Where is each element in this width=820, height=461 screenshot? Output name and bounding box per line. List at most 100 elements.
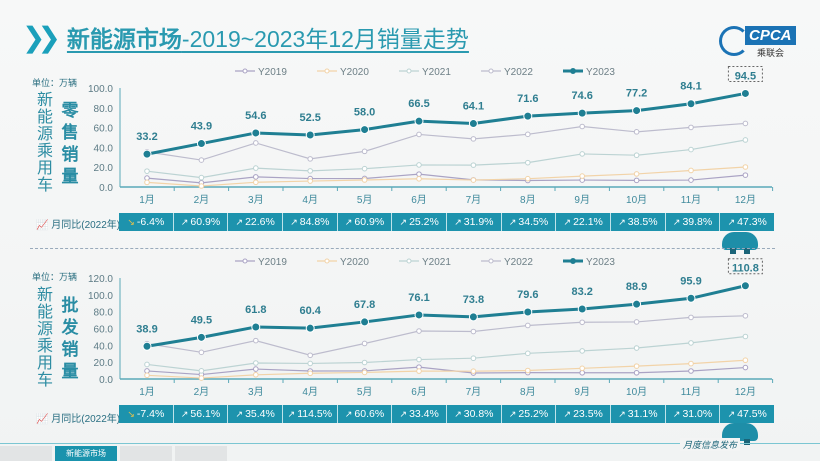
legend-label: Y2021 [422,257,451,268]
x-tick-label: 4月 [302,386,318,398]
data-label: 49.5 [191,314,212,326]
data-label: 77.2 [626,88,647,100]
title-rest: -2019~2023年12月销量走势 [181,26,469,52]
data-point-Y2023 [142,341,152,351]
data-point-Y2020 [525,367,531,374]
tab-1[interactable] [0,446,52,461]
data-label: 54.6 [245,110,266,122]
data-label: 73.8 [463,294,484,306]
legend-label: Y2020 [340,67,369,78]
tab-3[interactable] [120,446,172,461]
data-label: 66.5 [408,98,429,110]
legend-label: Y2021 [422,67,451,78]
data-point-Y2020 [470,177,477,183]
data-point-Y2021 [688,340,694,346]
trend-up-icon: ↗ [618,408,626,419]
data-point-Y2022 [198,349,205,356]
x-tick-label: 8月 [520,386,536,398]
side-label-1: 新能源乘用车 [36,92,53,194]
cpca-logo: CPCA 乘联会 [715,26,805,58]
footer-line [0,443,820,444]
data-point-Y2023 [686,99,696,109]
data-point-Y2021 [198,174,205,181]
x-tick-label: 2月 [194,194,210,206]
data-point-Y2023 [577,304,587,314]
data-point-Y2022 [361,148,368,155]
data-point-Y2020 [361,177,368,183]
data-point-Y2020 [688,360,694,367]
yoy-cell: ↗ 30.8% [447,405,502,423]
trend-up-icon: ↗ [563,216,572,227]
data-point-Y2020 [307,370,314,377]
legend-marker [488,258,494,264]
data-label: 38.9 [136,323,157,335]
tab-4[interactable] [175,446,227,461]
trend-down-icon: ↘ [127,408,135,419]
car-icon [722,232,758,254]
data-point-Y2020 [633,171,640,177]
x-tick-label: 1月 [139,194,155,206]
data-point-Y2023 [414,116,424,126]
data-label: 60.4 [299,305,321,317]
data-point-Y2022 [579,123,586,130]
data-point-Y2021 [253,165,259,171]
data-point-Y2023 [196,139,206,149]
data-point-Y2021 [470,355,477,362]
data-point-Y2019 [742,172,749,178]
data-label: 33.2 [136,131,157,143]
data-point-Y2023 [360,125,370,135]
section-label-retail: 零售销量 [61,101,79,186]
y-tick-label: 0.0 [99,183,113,194]
data-point-Y2022 [470,136,477,142]
data-point-Y2021 [307,360,314,367]
x-tick-label: 5月 [357,386,373,398]
trend-up-icon: ↗ [618,216,626,227]
data-point-Y2023 [577,108,587,118]
data-point-Y2021 [633,152,640,159]
data-point-Y2022 [525,322,531,329]
data-point-Y2022 [525,131,531,138]
data-label: 67.8 [354,299,375,311]
trend-up-icon: ↗ [399,216,408,227]
data-point-Y2019 [688,177,694,183]
legend-marker [570,258,576,264]
series-line-Y2021 [146,335,746,372]
data-point-Y2020 [525,175,531,182]
data-point-Y2023 [196,332,206,342]
trend-up-icon: ↗ [727,408,736,419]
data-point-Y2023 [251,322,261,332]
yoy-cell: ↗ 114.5% [283,405,338,423]
yoy-cell: ↘ -7.4% [119,405,174,423]
x-tick-label: 7月 [466,386,482,398]
data-point-Y2020 [633,363,640,369]
trend-up-icon: ↗ [235,408,244,419]
tab-new-energy-market[interactable]: 新能源市场 [55,446,117,461]
page-title: ❯❯ 新能源市场-2019~2023年12月销量走势 [22,20,469,54]
data-label: 74.6 [571,90,592,102]
data-point-Y2021 [742,333,749,340]
yoy-cell: ↗ 56.1% [174,405,229,423]
yoy-bar-retail: ↘ -6.4% ↗ 60.9% ↗ 22.6% ↗ 84.8% ↗ 60.9% ↗ 25.2% ↗ 31.… [119,213,774,231]
data-point-Y2021 [525,159,531,166]
legend-marker [406,258,412,264]
data-point-Y2023 [523,307,533,317]
y-tick-label: 80.0 [94,104,114,115]
data-point-Y2019 [253,174,259,180]
data-point-Y2019 [688,368,694,374]
x-tick-label: 9月 [574,194,590,206]
data-point-Y2020 [688,167,694,174]
x-tick-label: 4月 [302,194,318,206]
data-point-Y2023 [142,149,152,159]
data-point-Y2021 [633,345,640,351]
yoy-cell: ↗ 31.1% [611,405,666,423]
section-label-wholesale: 批发销量 [61,296,79,381]
y-tick-label: 60.0 [94,325,114,336]
y-tick-label: 80.0 [94,308,114,319]
data-point-Y2020 [579,173,586,179]
data-point-Y2021 [579,151,586,157]
data-point-Y2022 [633,319,640,325]
yoy-cell: ↗ 60.9% [338,213,393,231]
data-point-Y2019 [742,364,749,371]
trend-up-icon: ↗ [672,408,681,419]
divider [30,248,775,249]
